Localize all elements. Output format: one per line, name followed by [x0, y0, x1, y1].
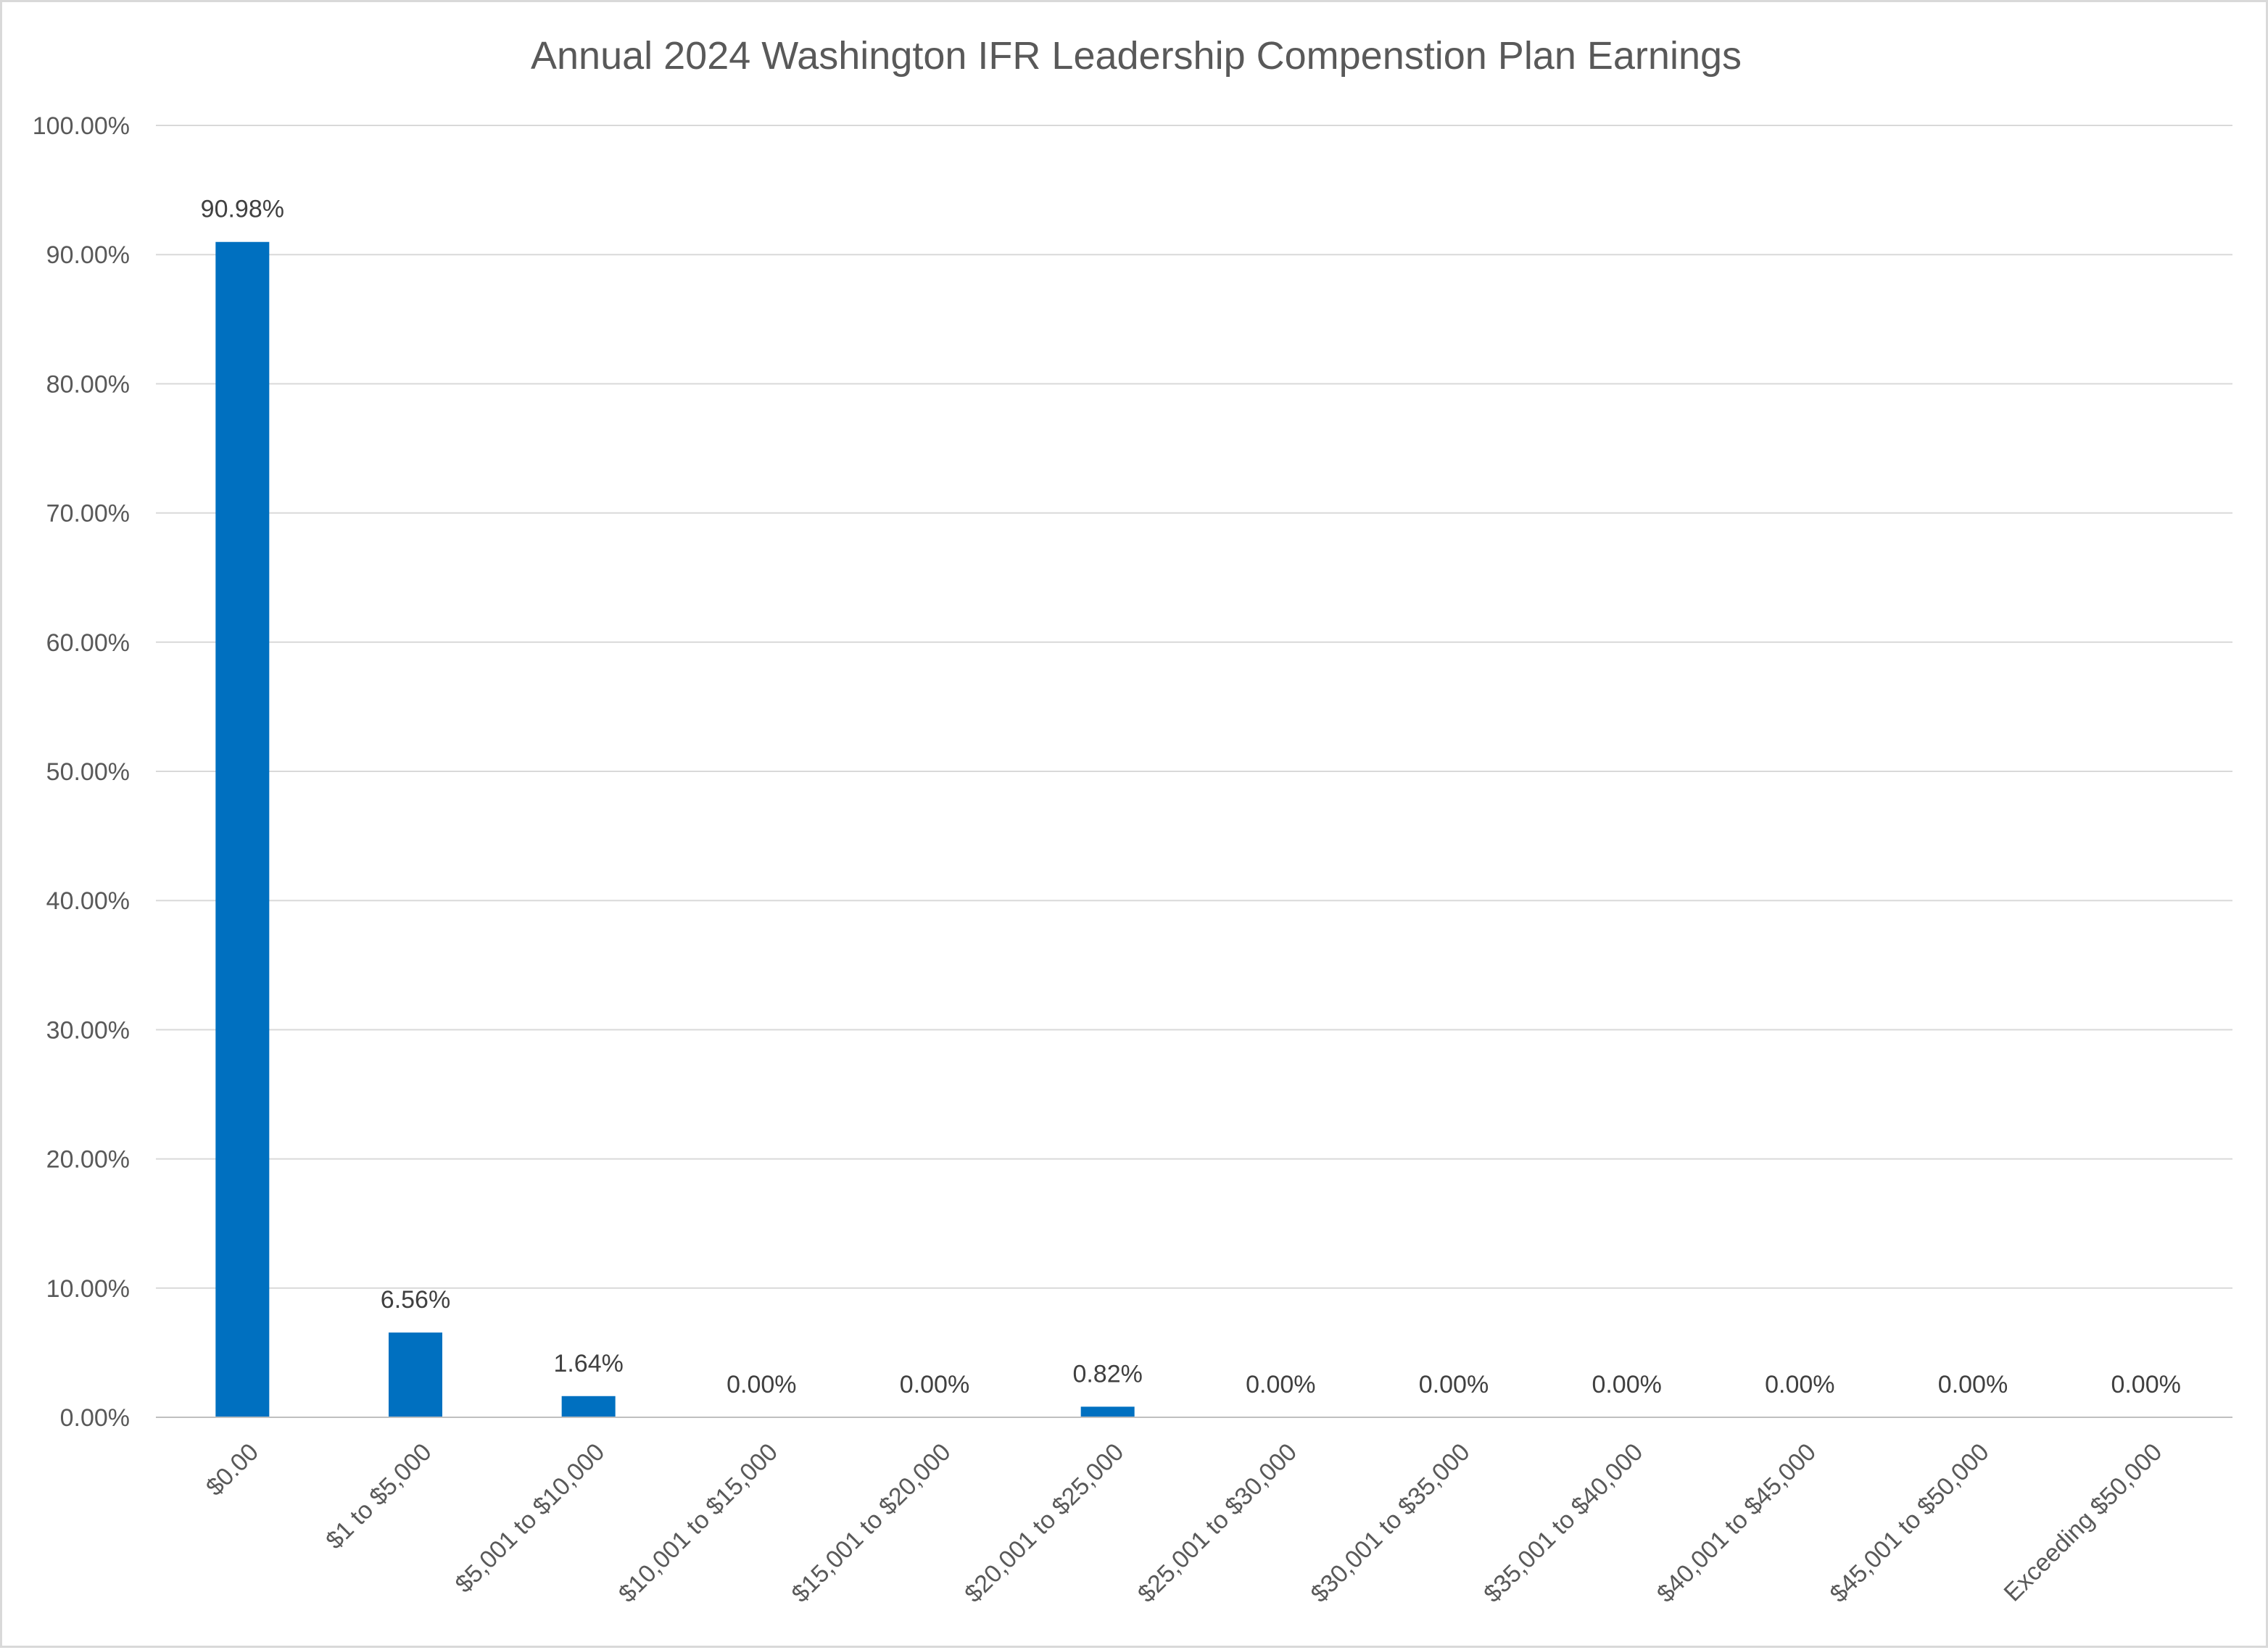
x-tick-label: Exceeding $50,000 — [1999, 1438, 2168, 1607]
bars — [215, 241, 1135, 1418]
data-label: 6.56% — [381, 1286, 450, 1314]
y-tick-label: 70.00% — [46, 500, 130, 528]
y-tick-label: 90.00% — [46, 241, 130, 269]
x-tick-label: $25,001 to $30,000 — [1133, 1438, 1302, 1608]
data-label: 90.98% — [201, 196, 284, 223]
x-tick-label: $40,001 to $45,000 — [1652, 1438, 1821, 1608]
chart-title: Annual 2024 Washington IFR Leadership Co… — [531, 34, 1742, 78]
y-tick-label: 100.00% — [33, 112, 130, 140]
bar — [1080, 1406, 1135, 1417]
data-label: 0.00% — [1592, 1371, 1661, 1398]
y-tick-label: 80.00% — [46, 370, 130, 398]
y-tick-label: 10.00% — [46, 1275, 130, 1303]
bar — [389, 1332, 442, 1417]
x-tick-label: $0.00 — [201, 1438, 264, 1501]
x-tick-label: $45,001 to $50,000 — [1825, 1438, 1995, 1608]
x-tick-label: $30,001 to $35,000 — [1306, 1438, 1476, 1608]
y-tick-label: 40.00% — [46, 887, 130, 915]
data-label: 0.00% — [1246, 1371, 1315, 1398]
y-tick-label: 20.00% — [46, 1146, 130, 1174]
data-label: 0.00% — [1765, 1371, 1834, 1398]
data-label: 0.00% — [1938, 1371, 2008, 1398]
x-tick-label: $5,001 to $10,000 — [450, 1438, 611, 1599]
data-labels: 90.98% 6.56% 1.64% 0.00% 0.00% 0.82% 0.00% 0.00… — [201, 196, 2181, 1398]
y-axis-tick-labels: 0.00% 10.00% 20.00% 30.00% 40.00% 50.00% 60.00… — [33, 112, 130, 1432]
bar — [215, 241, 270, 1418]
bar — [561, 1396, 616, 1417]
x-tick-label: $35,001 to $40,000 — [1478, 1438, 1648, 1608]
x-tick-label: $15,001 to $20,000 — [787, 1438, 956, 1608]
data-label: 0.00% — [727, 1371, 796, 1398]
x-tick-label: $1 to $5,000 — [320, 1438, 437, 1555]
data-label: 0.82% — [1072, 1360, 1142, 1388]
y-tick-label: 30.00% — [46, 1016, 130, 1044]
data-label: 1.64% — [553, 1350, 623, 1377]
data-label: 0.00% — [900, 1371, 969, 1398]
y-tick-label: 50.00% — [46, 758, 130, 786]
y-tick-label: 60.00% — [46, 629, 130, 657]
gridlines — [156, 125, 2232, 1289]
data-label: 0.00% — [2111, 1371, 2180, 1398]
x-tick-label: $10,001 to $15,000 — [613, 1438, 783, 1608]
data-label: 0.00% — [1419, 1371, 1489, 1398]
x-tick-label: $20,001 to $25,000 — [959, 1438, 1129, 1608]
x-axis-tick-labels: $0.00 $1 to $5,000 $5,001 to $10,000 $10,00… — [201, 1438, 2167, 1608]
y-tick-label: 0.00% — [60, 1404, 130, 1432]
